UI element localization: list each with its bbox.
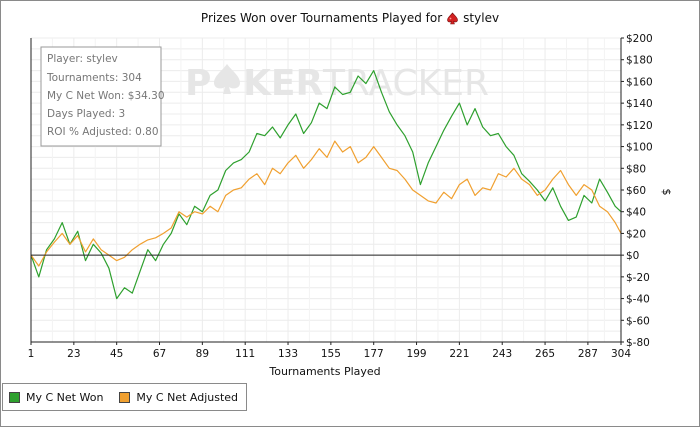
x-tick-label: 89 xyxy=(196,348,209,360)
legend-swatch-net-won xyxy=(9,391,20,403)
y-tick-label: $-80 xyxy=(626,337,650,349)
x-axis-label: Tournaments Played xyxy=(268,365,380,378)
y-tick-label: $-20 xyxy=(626,272,650,284)
y-tick-label: $60 xyxy=(626,185,646,197)
stats-net-won: My C Net Won: $34.30 xyxy=(47,90,165,102)
watermark-text-mid: KER xyxy=(243,63,323,104)
x-tick-label: 287 xyxy=(578,348,598,360)
chart-title-text: Prizes Won over Tournaments Played for xyxy=(200,11,443,25)
watermark-spade-icon xyxy=(214,64,240,94)
y-tick-label: $180 xyxy=(626,55,653,67)
x-tick-label: 304 xyxy=(611,348,631,360)
x-tick-label: 177 xyxy=(364,348,384,360)
legend-item-net-won: My C Net Won xyxy=(9,391,103,404)
stats-days-played: Days Played: 3 xyxy=(47,108,125,120)
legend-swatch-net-adjusted xyxy=(119,391,131,403)
watermark: P KER TRACKER xyxy=(185,63,489,104)
y-tick-label: $100 xyxy=(626,142,653,154)
y-tick-label: $200 xyxy=(626,33,653,45)
legend: My C Net Won My C Net Adjusted xyxy=(2,383,248,411)
x-tick-label: 265 xyxy=(535,348,555,360)
legend-item-net-adjusted: My C Net Adjusted xyxy=(119,391,238,404)
chart-title: Prizes Won over Tournaments Played for s… xyxy=(0,11,700,25)
y-tick-label: $40 xyxy=(626,207,646,219)
y-tick-label: $-60 xyxy=(626,315,650,327)
y-tick-label: $120 xyxy=(626,120,653,132)
x-tick-label: 67 xyxy=(153,348,166,360)
x-tick-label: 1 xyxy=(28,348,35,360)
watermark-text-right: TRACKER xyxy=(322,63,489,104)
spade-icon xyxy=(447,12,458,24)
x-tick-label: 199 xyxy=(407,348,427,360)
y-tick-label: $80 xyxy=(626,163,646,175)
axes: $200 $180 $160 $140 $120 $100 $80 $60 $40 $20 $0 $-… xyxy=(28,33,653,360)
series xyxy=(30,69,622,300)
y-tick-label: $140 xyxy=(626,98,653,110)
series-line-net-adjusted xyxy=(30,140,622,267)
y-tick-label: $20 xyxy=(626,228,646,240)
stats-tournaments: Tournaments: 304 xyxy=(46,72,142,84)
legend-label-net-adjusted: My C Net Adjusted xyxy=(136,390,239,404)
x-tick-label: 133 xyxy=(278,348,298,360)
legend-label-net-won: My C Net Won xyxy=(26,390,104,404)
watermark-text-left: P xyxy=(185,63,211,104)
stats-box: Player: stylev Tournaments: 304 My C Net… xyxy=(40,46,165,147)
x-tick-label: 45 xyxy=(110,348,123,360)
x-tick-label: 23 xyxy=(67,348,80,360)
stats-roi: ROI % Adjusted: 0.80 xyxy=(47,126,159,138)
y-axis-label: $ xyxy=(660,189,673,196)
chart-title-player: stylev xyxy=(463,11,500,25)
series-line-net-won xyxy=(30,69,622,300)
y-tick-label: $160 xyxy=(626,76,653,88)
stats-player: Player: stylev xyxy=(47,53,118,65)
x-tick-label: 221 xyxy=(449,348,469,360)
y-tick-label: $0 xyxy=(626,250,639,262)
x-tick-label: 155 xyxy=(321,348,341,360)
x-tick-label: 111 xyxy=(235,348,255,360)
y-tick-label: $-40 xyxy=(626,294,650,306)
x-tick-label: 243 xyxy=(492,348,512,360)
